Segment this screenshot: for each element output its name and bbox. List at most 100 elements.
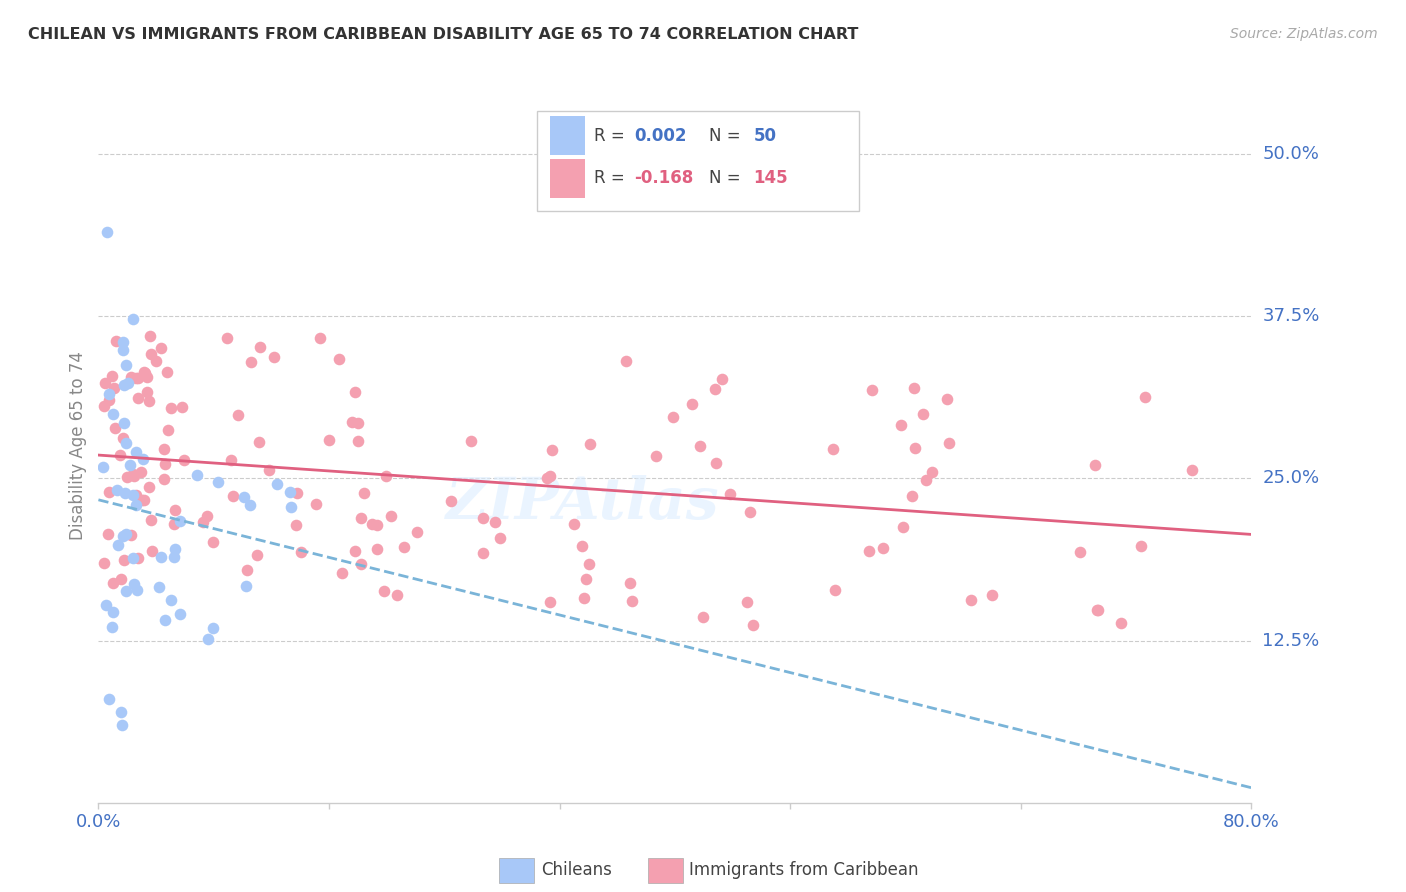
Point <box>239 498 262 512</box>
Point <box>285 485 308 500</box>
Point <box>318 433 340 447</box>
Point <box>616 353 638 368</box>
Point <box>872 541 894 555</box>
Point <box>169 514 191 528</box>
Point <box>460 434 482 448</box>
Point <box>284 517 307 532</box>
Point <box>350 511 373 525</box>
Point <box>156 423 179 437</box>
Bar <box>550 116 585 155</box>
Point <box>134 365 156 379</box>
Point <box>858 543 880 558</box>
Point <box>278 485 301 500</box>
Point <box>202 534 225 549</box>
Point <box>120 528 142 542</box>
Point <box>135 370 157 384</box>
Point <box>1087 602 1109 616</box>
Point <box>91 459 114 474</box>
Point <box>572 591 595 606</box>
Point <box>115 358 138 372</box>
Point <box>122 551 145 566</box>
Point <box>101 368 124 383</box>
Point <box>112 553 135 567</box>
Point <box>735 595 758 609</box>
Point <box>122 312 145 326</box>
Point <box>938 436 960 450</box>
Point <box>122 468 145 483</box>
Point <box>170 400 193 414</box>
Point <box>191 515 214 529</box>
Point <box>1109 615 1132 630</box>
Point <box>392 540 415 554</box>
Point <box>111 718 134 732</box>
Point <box>101 407 124 421</box>
Point <box>704 456 727 470</box>
Point <box>904 441 927 455</box>
Point <box>380 509 402 524</box>
Point <box>1084 458 1107 472</box>
Point <box>129 466 152 480</box>
Point <box>105 334 128 348</box>
Point <box>114 486 136 500</box>
Point <box>217 331 239 345</box>
Point <box>125 498 148 512</box>
Point <box>104 421 127 435</box>
Point <box>134 367 156 381</box>
Point <box>290 545 312 559</box>
Point <box>330 566 353 580</box>
Point <box>93 557 115 571</box>
Text: Immigrants from Caribbean: Immigrants from Caribbean <box>689 861 918 879</box>
Point <box>1069 545 1091 559</box>
Point <box>219 452 242 467</box>
Point <box>107 538 129 552</box>
Point <box>125 371 148 385</box>
Point <box>350 558 373 572</box>
Point <box>103 576 125 591</box>
Point <box>110 705 132 719</box>
Point <box>703 382 725 396</box>
Point <box>571 539 593 553</box>
Point <box>111 431 134 445</box>
Point <box>117 376 139 390</box>
Text: Source: ZipAtlas.com: Source: ZipAtlas.com <box>1230 27 1378 41</box>
Point <box>149 342 172 356</box>
Point <box>912 407 935 421</box>
Point <box>538 469 561 483</box>
Point <box>112 343 135 358</box>
Text: Chileans: Chileans <box>541 861 612 879</box>
Point <box>98 692 121 706</box>
Point <box>489 531 512 545</box>
Point <box>718 486 741 500</box>
Point <box>124 488 146 502</box>
Point <box>202 621 225 635</box>
Point <box>112 529 135 543</box>
Point <box>94 598 117 612</box>
Point <box>373 583 395 598</box>
Point <box>385 588 408 602</box>
Point <box>914 473 936 487</box>
Point <box>860 384 883 398</box>
Point <box>125 445 148 459</box>
Point <box>935 392 957 406</box>
Point <box>139 329 162 343</box>
Point <box>823 442 845 457</box>
Point <box>344 385 367 400</box>
Point <box>163 541 186 556</box>
Point <box>153 613 176 627</box>
Point <box>1133 390 1156 404</box>
Point <box>959 593 981 607</box>
Point <box>155 458 177 472</box>
Point <box>122 577 145 591</box>
Point <box>110 572 132 586</box>
Point <box>343 544 366 558</box>
Point <box>145 354 167 368</box>
Point <box>353 486 375 500</box>
Point <box>173 453 195 467</box>
Point <box>125 583 148 598</box>
Point <box>366 517 388 532</box>
Point <box>134 492 156 507</box>
Point <box>824 583 846 598</box>
Point <box>347 416 370 430</box>
Point <box>921 465 943 479</box>
Point <box>980 588 1002 602</box>
